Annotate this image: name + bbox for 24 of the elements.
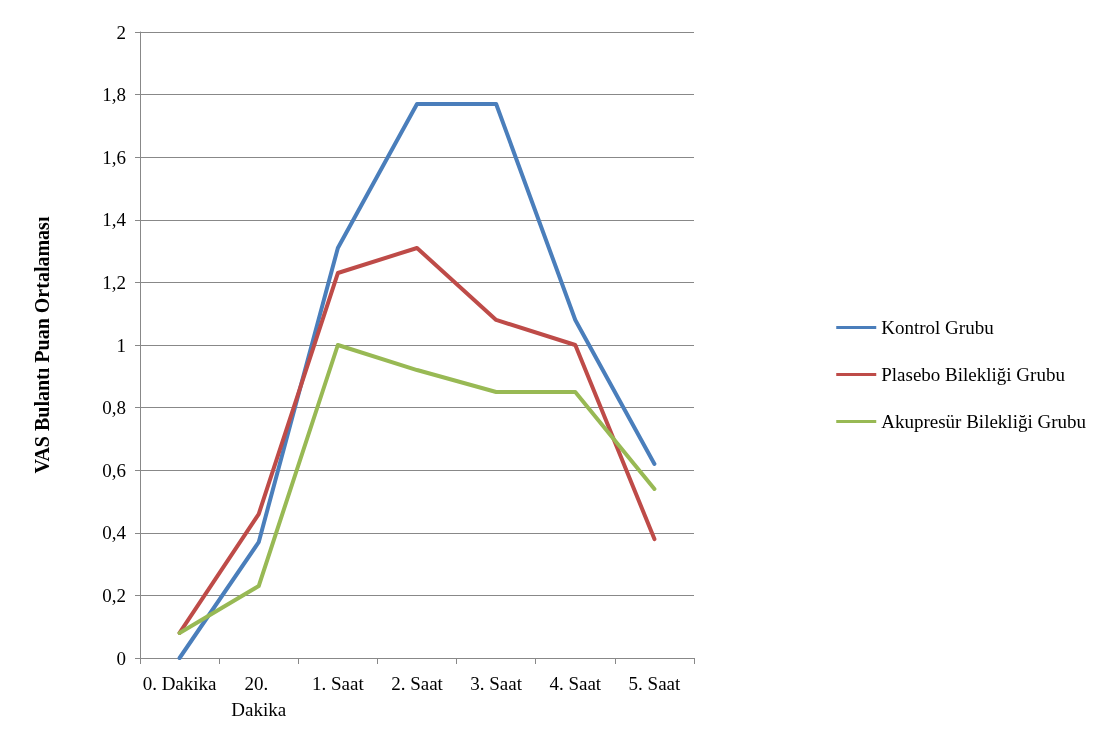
y-tick-label: 1,8 — [102, 84, 126, 106]
y-tick-label: 1,2 — [102, 271, 126, 293]
y-tick-label: 0 — [116, 647, 126, 669]
x-tick-label: 3. Saat — [470, 672, 523, 694]
line-series — [177, 343, 657, 635]
x-tick-label: 20. Dakika — [231, 672, 287, 720]
y-tick-label: 0,2 — [102, 584, 126, 606]
x-tick-label: 2. Saat — [391, 672, 444, 694]
x-tick-label: 5. Saat — [628, 672, 681, 694]
x-tick-label: 0. Dakika — [142, 672, 218, 694]
y-axis-title: VAS Bulantı Puan Ortalaması — [31, 216, 53, 474]
y-tick-label: 1,6 — [102, 146, 126, 168]
legend-label: Akupresür Bilekliği Grubu — [881, 411, 1087, 432]
x-tick-label: 1. Saat — [312, 672, 365, 694]
y-tick-label: 2 — [116, 21, 126, 43]
y-tick-label: 0,4 — [102, 522, 127, 544]
legend-label: Plasebo Bilekliği Grubu — [881, 364, 1066, 385]
legend-label: Kontrol Grubu — [881, 317, 995, 338]
y-tick-label: 0,6 — [102, 459, 126, 481]
y-tick-label: 1,4 — [102, 209, 127, 231]
y-tick-label: 1 — [116, 334, 126, 356]
x-tick-label: 4. Saat — [549, 672, 602, 694]
line-series — [177, 101, 657, 660]
y-tick-label: 0,8 — [102, 397, 126, 419]
